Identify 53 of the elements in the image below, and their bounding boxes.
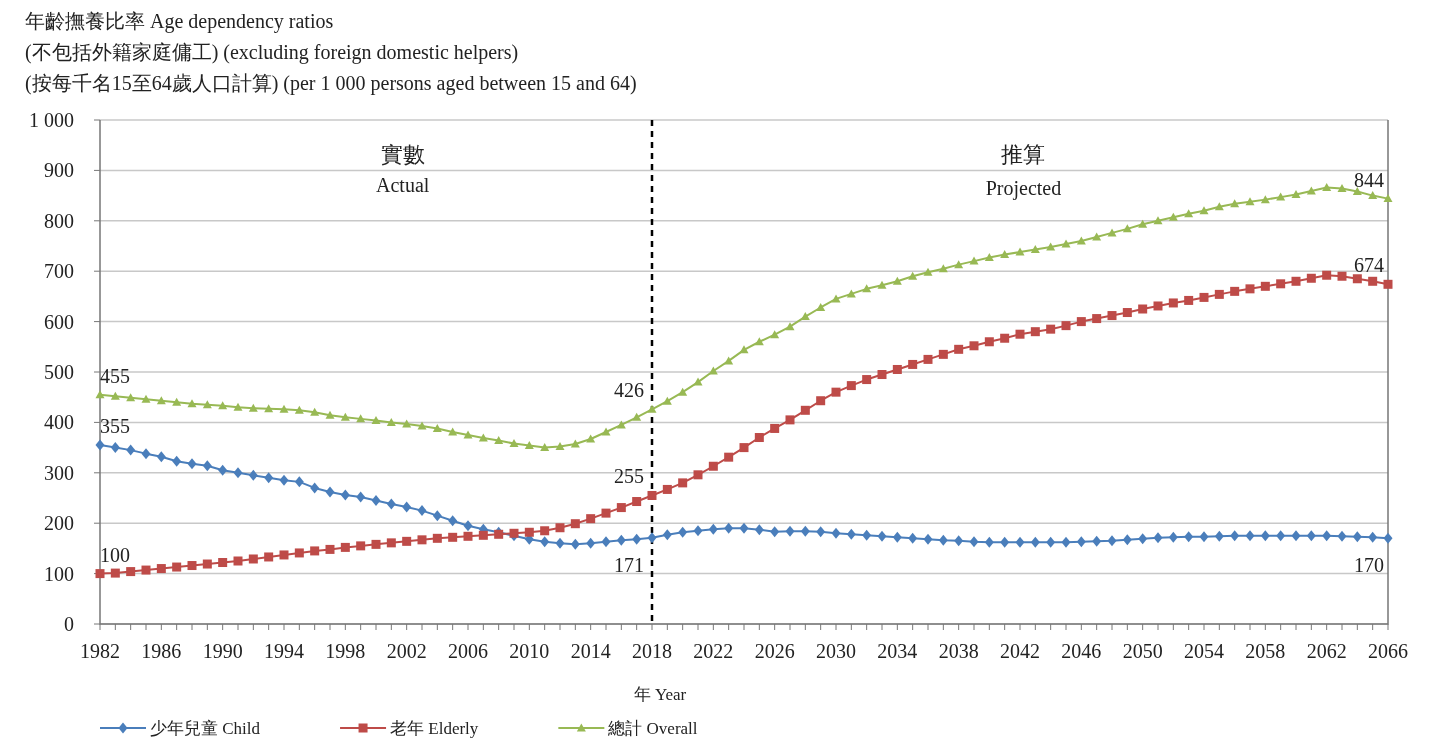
legend-label: 總計 Overall xyxy=(607,719,698,738)
x-tick-label: 2050 xyxy=(1122,640,1163,662)
x-tick-label: 1990 xyxy=(202,640,243,662)
x-tick-label: 1998 xyxy=(325,640,366,662)
x-tick-label: 2018 xyxy=(632,640,672,662)
text: (不包括外籍家庭傭工) (excluding foreign domestic helpers) xyxy=(25,41,519,63)
y-tick-label: 800 xyxy=(44,209,74,232)
annotation: 255 xyxy=(614,465,644,488)
x-tick-label: 2066 xyxy=(1368,640,1408,662)
y-tick-label: 100 xyxy=(44,562,74,585)
x-tick-label: 2038 xyxy=(938,640,979,662)
x-tick-label: 2058 xyxy=(1245,640,1286,662)
x-tick-label: 2026 xyxy=(754,640,795,662)
x-tick-label: 2054 xyxy=(1184,640,1224,662)
y-tick-label: 200 xyxy=(44,512,74,535)
annotation: 426 xyxy=(614,379,644,402)
text: (按每千名15至64歲人口計算) (per 1 000 persons aged between 15 and 64) xyxy=(25,72,637,94)
y-tick-label: 900 xyxy=(44,159,74,182)
annotation: 455 xyxy=(100,364,130,387)
annotation: 355 xyxy=(100,415,130,438)
annotation: 100 xyxy=(100,543,130,566)
annotation: 844 xyxy=(1354,168,1384,191)
x-tick-label: 2006 xyxy=(448,640,488,662)
x-tick-label: 2014 xyxy=(570,640,611,662)
annotation: 674 xyxy=(1354,254,1384,277)
legend-label: 老年 Elderly xyxy=(390,719,479,738)
annotation: 實數 xyxy=(380,142,425,167)
x-tick-label: 1982 xyxy=(80,640,120,662)
x-tick-label: 2022 xyxy=(693,640,734,662)
x-tick-label: 2010 xyxy=(509,640,550,662)
annotation: 170 xyxy=(1354,554,1384,577)
y-tick-label: 700 xyxy=(44,260,74,283)
x-tick-label: 2062 xyxy=(1306,640,1347,662)
x-tick-label: 2034 xyxy=(877,640,918,662)
y-tick-label: 0 xyxy=(64,613,74,635)
y-tick-label: 1 000 xyxy=(29,109,74,131)
x-tick-label: 1994 xyxy=(264,640,304,662)
y-tick-label: 400 xyxy=(44,411,74,434)
x-tick-label: 2042 xyxy=(1000,640,1040,662)
y-tick-label: 500 xyxy=(44,361,74,383)
legend-label: 少年兒童 Child xyxy=(150,719,261,738)
annotation: Projected xyxy=(985,177,1062,200)
x-tick-label: 2046 xyxy=(1061,640,1102,662)
x-tick-label: 2030 xyxy=(816,640,856,662)
y-tick-label: 300 xyxy=(44,461,74,484)
x-tick-label: 2002 xyxy=(386,640,427,662)
x-axis-title: 年 Year xyxy=(633,685,687,704)
y-tick-label: 600 xyxy=(44,310,74,333)
x-tick-label: 1986 xyxy=(141,640,182,662)
annotation: 推算 xyxy=(1001,142,1046,167)
annotation: Actual xyxy=(376,174,430,196)
annotation: 171 xyxy=(614,553,644,576)
chart-title: 年齡撫養比率 Age dependency ratios xyxy=(25,10,334,33)
